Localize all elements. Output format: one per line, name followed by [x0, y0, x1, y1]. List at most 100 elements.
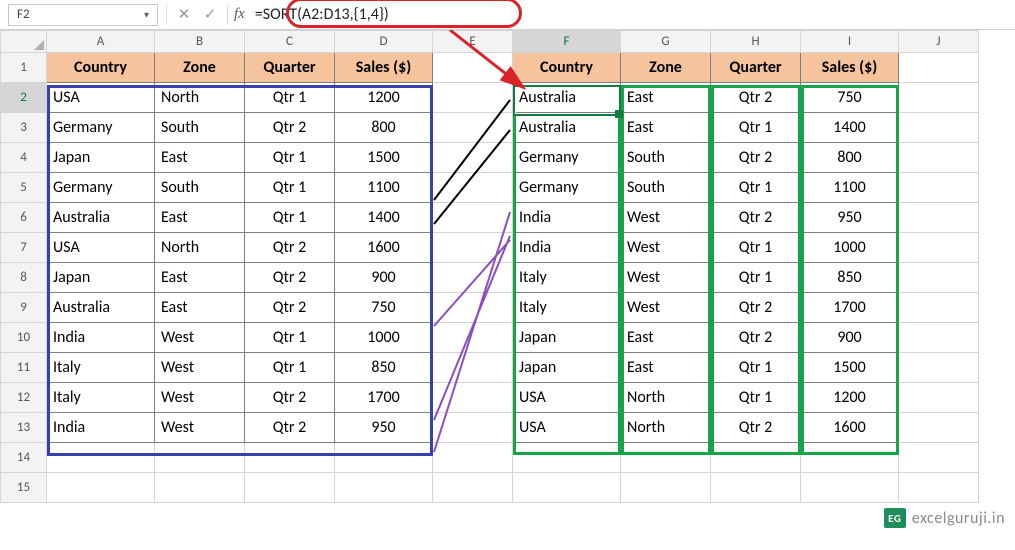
- cell[interactable]: Quarter: [711, 53, 801, 83]
- cell[interactable]: [433, 383, 513, 413]
- cell[interactable]: Qtr 2: [245, 413, 335, 443]
- cell[interactable]: [433, 353, 513, 383]
- cell[interactable]: Qtr 2: [245, 233, 335, 263]
- cell[interactable]: Qtr 1: [245, 83, 335, 113]
- cell[interactable]: USA: [513, 383, 621, 413]
- cell[interactable]: Qtr 1: [245, 203, 335, 233]
- cell[interactable]: [801, 473, 899, 503]
- cell[interactable]: Australia: [513, 113, 621, 143]
- cell[interactable]: [899, 383, 979, 413]
- cell[interactable]: East: [155, 143, 245, 173]
- cell[interactable]: 900: [801, 323, 899, 353]
- cell[interactable]: Japan: [47, 263, 155, 293]
- cell[interactable]: Australia: [47, 203, 155, 233]
- cell[interactable]: 1000: [335, 323, 433, 353]
- cell[interactable]: Qtr 1: [245, 353, 335, 383]
- cell[interactable]: Sales ($): [801, 53, 899, 83]
- cell[interactable]: [433, 143, 513, 173]
- row-header-3[interactable]: 3: [1, 113, 47, 143]
- cell[interactable]: [433, 83, 513, 113]
- cell[interactable]: Germany: [513, 173, 621, 203]
- cell[interactable]: [801, 443, 899, 473]
- cell[interactable]: 750: [801, 83, 899, 113]
- cell[interactable]: 1200: [801, 383, 899, 413]
- cell[interactable]: 1700: [335, 383, 433, 413]
- col-header-G[interactable]: G: [621, 31, 711, 53]
- cell[interactable]: [899, 323, 979, 353]
- cell[interactable]: [711, 473, 801, 503]
- cell[interactable]: South: [621, 143, 711, 173]
- cell[interactable]: [433, 413, 513, 443]
- col-header-F[interactable]: F: [513, 31, 621, 53]
- row-header-4[interactable]: 4: [1, 143, 47, 173]
- cell[interactable]: [335, 443, 433, 473]
- cell[interactable]: 1400: [801, 113, 899, 143]
- row-header-9[interactable]: 9: [1, 293, 47, 323]
- cell[interactable]: [899, 473, 979, 503]
- row-header-14[interactable]: 14: [1, 443, 47, 473]
- row-header-11[interactable]: 11: [1, 353, 47, 383]
- cell[interactable]: Germany: [47, 173, 155, 203]
- cell[interactable]: [899, 263, 979, 293]
- cell[interactable]: [899, 203, 979, 233]
- cell[interactable]: [899, 143, 979, 173]
- cell[interactable]: 750: [335, 293, 433, 323]
- cell[interactable]: West: [155, 413, 245, 443]
- cell[interactable]: [335, 473, 433, 503]
- cell[interactable]: West: [621, 293, 711, 323]
- select-all-corner[interactable]: [1, 31, 47, 53]
- cell[interactable]: North: [155, 233, 245, 263]
- row-header-2[interactable]: 2: [1, 83, 47, 113]
- cell[interactable]: 1200: [335, 83, 433, 113]
- cell[interactable]: India: [513, 203, 621, 233]
- cell[interactable]: Germany: [47, 113, 155, 143]
- cell[interactable]: Qtr 1: [711, 263, 801, 293]
- cancel-button[interactable]: ✕: [171, 3, 197, 27]
- cell[interactable]: Qtr 2: [245, 263, 335, 293]
- cell[interactable]: 1500: [335, 143, 433, 173]
- cell[interactable]: North: [155, 83, 245, 113]
- cell[interactable]: [899, 413, 979, 443]
- cell[interactable]: 950: [335, 413, 433, 443]
- cell[interactable]: [433, 443, 513, 473]
- cell[interactable]: 1600: [335, 233, 433, 263]
- cell[interactable]: 950: [801, 203, 899, 233]
- cell[interactable]: [155, 473, 245, 503]
- cell[interactable]: USA: [47, 233, 155, 263]
- col-header-A[interactable]: A: [47, 31, 155, 53]
- cell[interactable]: Italy: [513, 263, 621, 293]
- cell[interactable]: [433, 203, 513, 233]
- cell[interactable]: Qtr 2: [711, 413, 801, 443]
- col-header-E[interactable]: E: [433, 31, 513, 53]
- cell[interactable]: South: [155, 113, 245, 143]
- cell[interactable]: Zone: [155, 53, 245, 83]
- cell[interactable]: [899, 233, 979, 263]
- col-header-H[interactable]: H: [711, 31, 801, 53]
- cell[interactable]: Australia: [513, 83, 621, 113]
- formula-input[interactable]: =SORT(A2:D13,{1,4}): [251, 4, 1015, 26]
- cell[interactable]: [245, 473, 335, 503]
- cell[interactable]: [621, 473, 711, 503]
- cell[interactable]: Sales ($): [335, 53, 433, 83]
- cell[interactable]: 800: [801, 143, 899, 173]
- cell[interactable]: Qtr 2: [711, 293, 801, 323]
- cell[interactable]: India: [513, 233, 621, 263]
- cell[interactable]: Qtr 1: [711, 233, 801, 263]
- cell[interactable]: [899, 173, 979, 203]
- cell[interactable]: Italy: [47, 383, 155, 413]
- cell[interactable]: [433, 263, 513, 293]
- col-header-J[interactable]: J: [899, 31, 979, 53]
- cell[interactable]: [433, 233, 513, 263]
- cell[interactable]: Qtr 1: [245, 143, 335, 173]
- cell[interactable]: 1000: [801, 233, 899, 263]
- row-header-13[interactable]: 13: [1, 413, 47, 443]
- cell[interactable]: Country: [513, 53, 621, 83]
- worksheet[interactable]: A B C D E F G H I J 1CountryZoneQuarterS…: [0, 30, 1015, 503]
- cell[interactable]: Qtr 2: [711, 323, 801, 353]
- cell[interactable]: [899, 53, 979, 83]
- row-header-8[interactable]: 8: [1, 263, 47, 293]
- cell[interactable]: [899, 353, 979, 383]
- row-header-15[interactable]: 15: [1, 473, 47, 503]
- cell[interactable]: Qtr 1: [711, 113, 801, 143]
- cell[interactable]: Qtr 2: [245, 383, 335, 413]
